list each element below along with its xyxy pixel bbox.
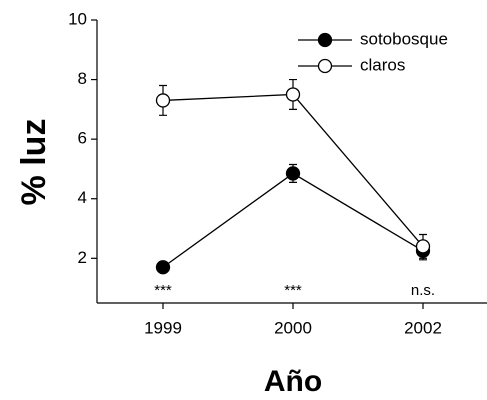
legend-marker	[317, 32, 333, 48]
y-axis-label: % luz	[15, 119, 53, 206]
marker	[285, 87, 301, 102]
y-tick-label: 2	[78, 248, 87, 267]
marker	[155, 93, 171, 108]
y-tick-label: 10	[68, 9, 87, 28]
marker	[415, 239, 431, 254]
legend-label: sotobosque	[360, 29, 448, 48]
x-tick-label: 1999	[144, 318, 182, 337]
y-tick-label: 8	[78, 69, 87, 88]
annotation: n.s.	[411, 282, 435, 299]
x-tick-label: 2002	[404, 318, 442, 337]
x-tick-label: 2000	[274, 318, 312, 337]
y-tick-label: 6	[78, 129, 87, 148]
annotation: ***	[154, 282, 172, 299]
marker	[285, 166, 301, 181]
series-line	[162, 172, 424, 268]
legend-marker	[317, 58, 333, 74]
legend-label: claros	[360, 55, 405, 74]
annotation: ***	[284, 282, 302, 299]
x-axis-label: Año	[264, 365, 322, 398]
y-tick-label: 4	[78, 188, 87, 207]
marker	[155, 260, 171, 275]
